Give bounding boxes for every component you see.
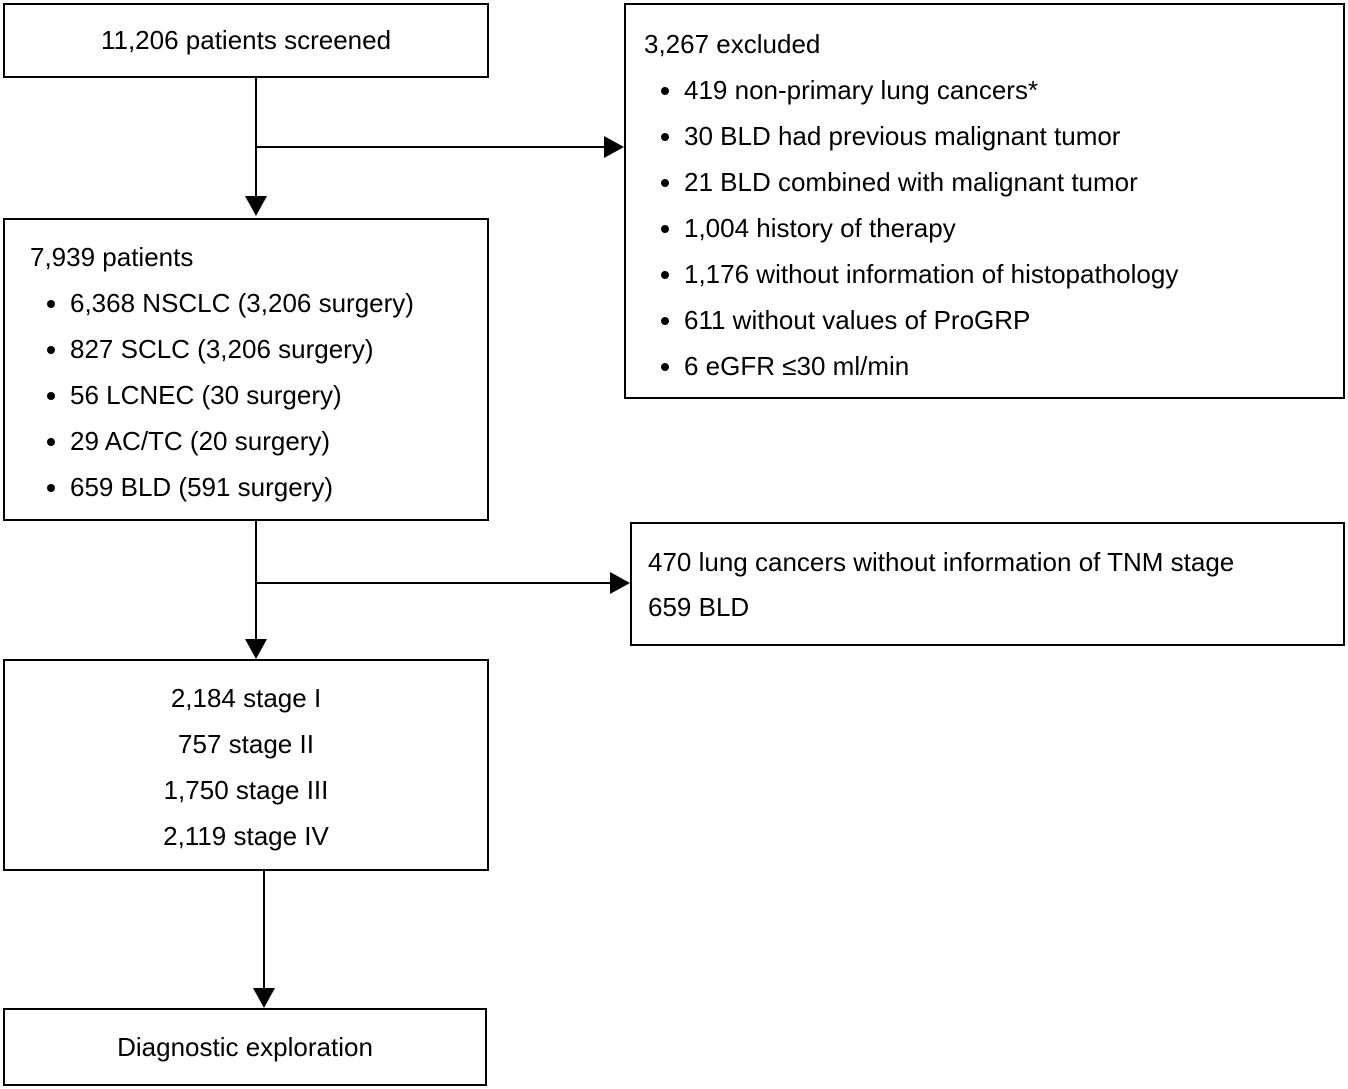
excluded-reason-item: 6 eGFR ≤30 ml/min [684,343,1333,389]
excluded-reason-item: 1,004 history of therapy [684,205,1333,251]
patients-box: 7,939 patients 6,368 NSCLC (3,206 surger… [3,218,489,521]
patients-subgroup-item: 6,368 NSCLC (3,206 surgery) [70,280,477,326]
connector-to-tnm-exclusion [255,582,612,584]
screened-box-text: 11,206 patients screened [100,25,392,55]
patients-subgroup-item: 29 AC/TC (20 surgery) [70,418,477,464]
excluded-reason-list: 419 non-primary lung cancers* 30 BLD had… [644,67,1333,389]
tnm-exclusion-line: 659 BLD [648,592,750,622]
patients-subgroup-item: 56 LCNEC (30 surgery) [70,372,477,418]
stage-line: 757 stage II [178,729,314,759]
patients-subgroup-list: 6,368 NSCLC (3,206 surgery) 827 SCLC (3,… [30,280,477,510]
arrow-right-icon [610,572,630,594]
arrow-down-icon [253,988,275,1008]
connector-to-excluded [255,146,606,148]
excluded-reason-item: 21 BLD combined with malignant tumor [684,159,1333,205]
tnm-exclusion-lines: 470 lung cancers without information of … [648,540,1333,630]
patients-subgroup-item: 827 SCLC (3,206 surgery) [70,326,477,372]
patients-subgroup-item: 659 BLD (591 surgery) [70,464,477,510]
diagnostic-box: Diagnostic exploration [3,1008,487,1086]
excluded-reason-item: 419 non-primary lung cancers* [684,67,1333,113]
stage-line: 1,750 stage III [163,775,329,805]
stages-lines: 2,184 stage I 757 stage II 1,750 stage I… [5,675,487,859]
excluded-reason-item: 611 without values of ProGRP [684,297,1333,343]
stages-box: 2,184 stage I 757 stage II 1,750 stage I… [3,659,489,871]
connector-screened-to-patients [255,78,257,200]
diagnostic-box-text: Diagnostic exploration [117,1031,373,1062]
arrow-down-icon [245,639,267,659]
excluded-box-title: 3,267 excluded [644,29,821,59]
tnm-exclusion-line: 470 lung cancers without information of … [648,547,1235,577]
excluded-box: 3,267 excluded 419 non-primary lung canc… [624,3,1345,399]
patients-box-title: 7,939 patients [30,242,194,272]
arrow-right-icon [604,136,624,158]
excluded-reason-item: 30 BLD had previous malignant tumor [684,113,1333,159]
arrow-down-icon [245,196,267,216]
stage-line: 2,119 stage IV [163,821,329,851]
stage-line: 2,184 stage I [170,683,322,713]
excluded-reason-item: 1,176 without information of histopathol… [684,251,1333,297]
tnm-exclusion-box: 470 lung cancers without information of … [630,522,1345,646]
screened-box: 11,206 patients screened [3,3,489,78]
connector-stages-to-diagnostic [263,871,265,991]
